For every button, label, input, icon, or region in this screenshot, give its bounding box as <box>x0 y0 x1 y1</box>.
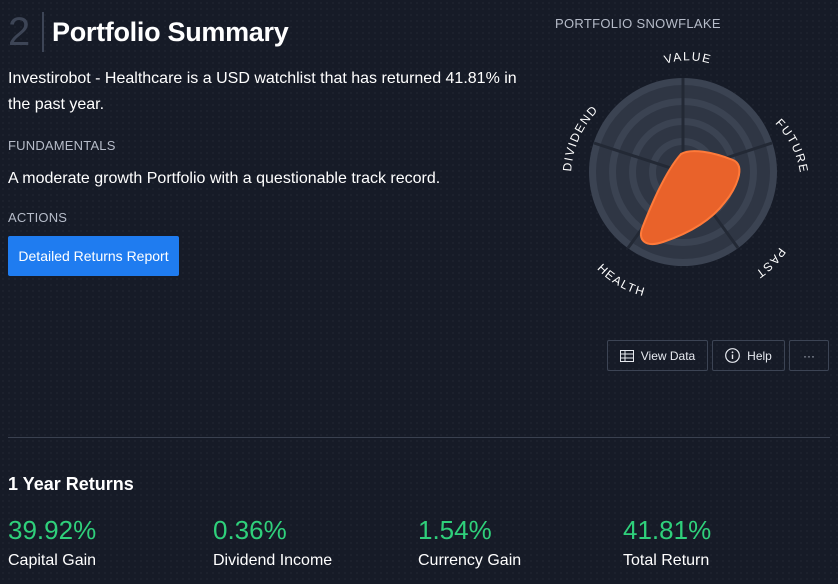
snowflake-axis-value: VALUE <box>663 49 712 66</box>
fundamentals-label: FUNDAMENTALS <box>8 138 116 153</box>
snowflake-axis-health: HEALTH <box>595 261 646 299</box>
table-icon <box>619 349 634 362</box>
metric-capital-gain: 39.92% Capital Gain <box>8 514 96 570</box>
info-icon <box>725 348 741 363</box>
section-number: 2 <box>8 10 31 54</box>
snowflake-axis-past: PAST <box>752 245 787 281</box>
help-label: Help <box>747 348 772 363</box>
metric-value: 39.92% <box>8 515 97 545</box>
more-options-button[interactable]: ··· <box>789 340 829 371</box>
portfolio-snowflake-chart: VALUE FUTURE PAST HEALTH DIVIDEND <box>560 49 811 299</box>
actions-label: ACTIONS <box>8 210 68 225</box>
svg-text:HEALTH: HEALTH <box>595 261 648 299</box>
snowflake-shape <box>640 150 741 245</box>
metric-value: 1.54% <box>418 515 492 545</box>
view-data-button[interactable]: View Data <box>607 340 708 371</box>
metric-label: Total Return <box>623 552 710 569</box>
metric-value: 0.36% <box>213 515 287 545</box>
metric-currency-gain: 1.54% Currency Gain <box>418 514 521 570</box>
page-title: Portfolio Summary <box>52 17 289 47</box>
metric-label: Dividend Income <box>213 552 333 569</box>
help-button[interactable]: Help <box>712 340 785 371</box>
svg-text:FUTURE: FUTURE <box>773 116 811 175</box>
portfolio-description: Investirobot - Healthcare is a USD watch… <box>8 70 517 113</box>
metric-label: Currency Gain <box>418 552 522 569</box>
section-number-divider <box>42 12 44 52</box>
metric-dividend-income: 0.36% Dividend Income <box>213 514 332 570</box>
returns-title: 1 Year Returns <box>8 474 134 494</box>
view-data-label: View Data <box>640 348 696 363</box>
svg-text:VALUE: VALUE <box>663 49 714 66</box>
detailed-returns-report-button[interactable]: Detailed Returns Report <box>8 236 179 276</box>
metric-value: 41.81% <box>623 515 712 545</box>
snowflake-title: PORTFOLIO SNOWFLAKE <box>555 16 721 31</box>
metric-label: Capital Gain <box>8 552 97 569</box>
section-divider <box>8 437 830 438</box>
snowflake-axis-future: FUTURE <box>773 116 810 175</box>
metric-total-return: 41.81% Total Return <box>623 514 711 570</box>
svg-text:PAST: PAST <box>752 245 788 281</box>
fundamentals-text: A moderate growth Portfolio with a quest… <box>8 170 441 187</box>
